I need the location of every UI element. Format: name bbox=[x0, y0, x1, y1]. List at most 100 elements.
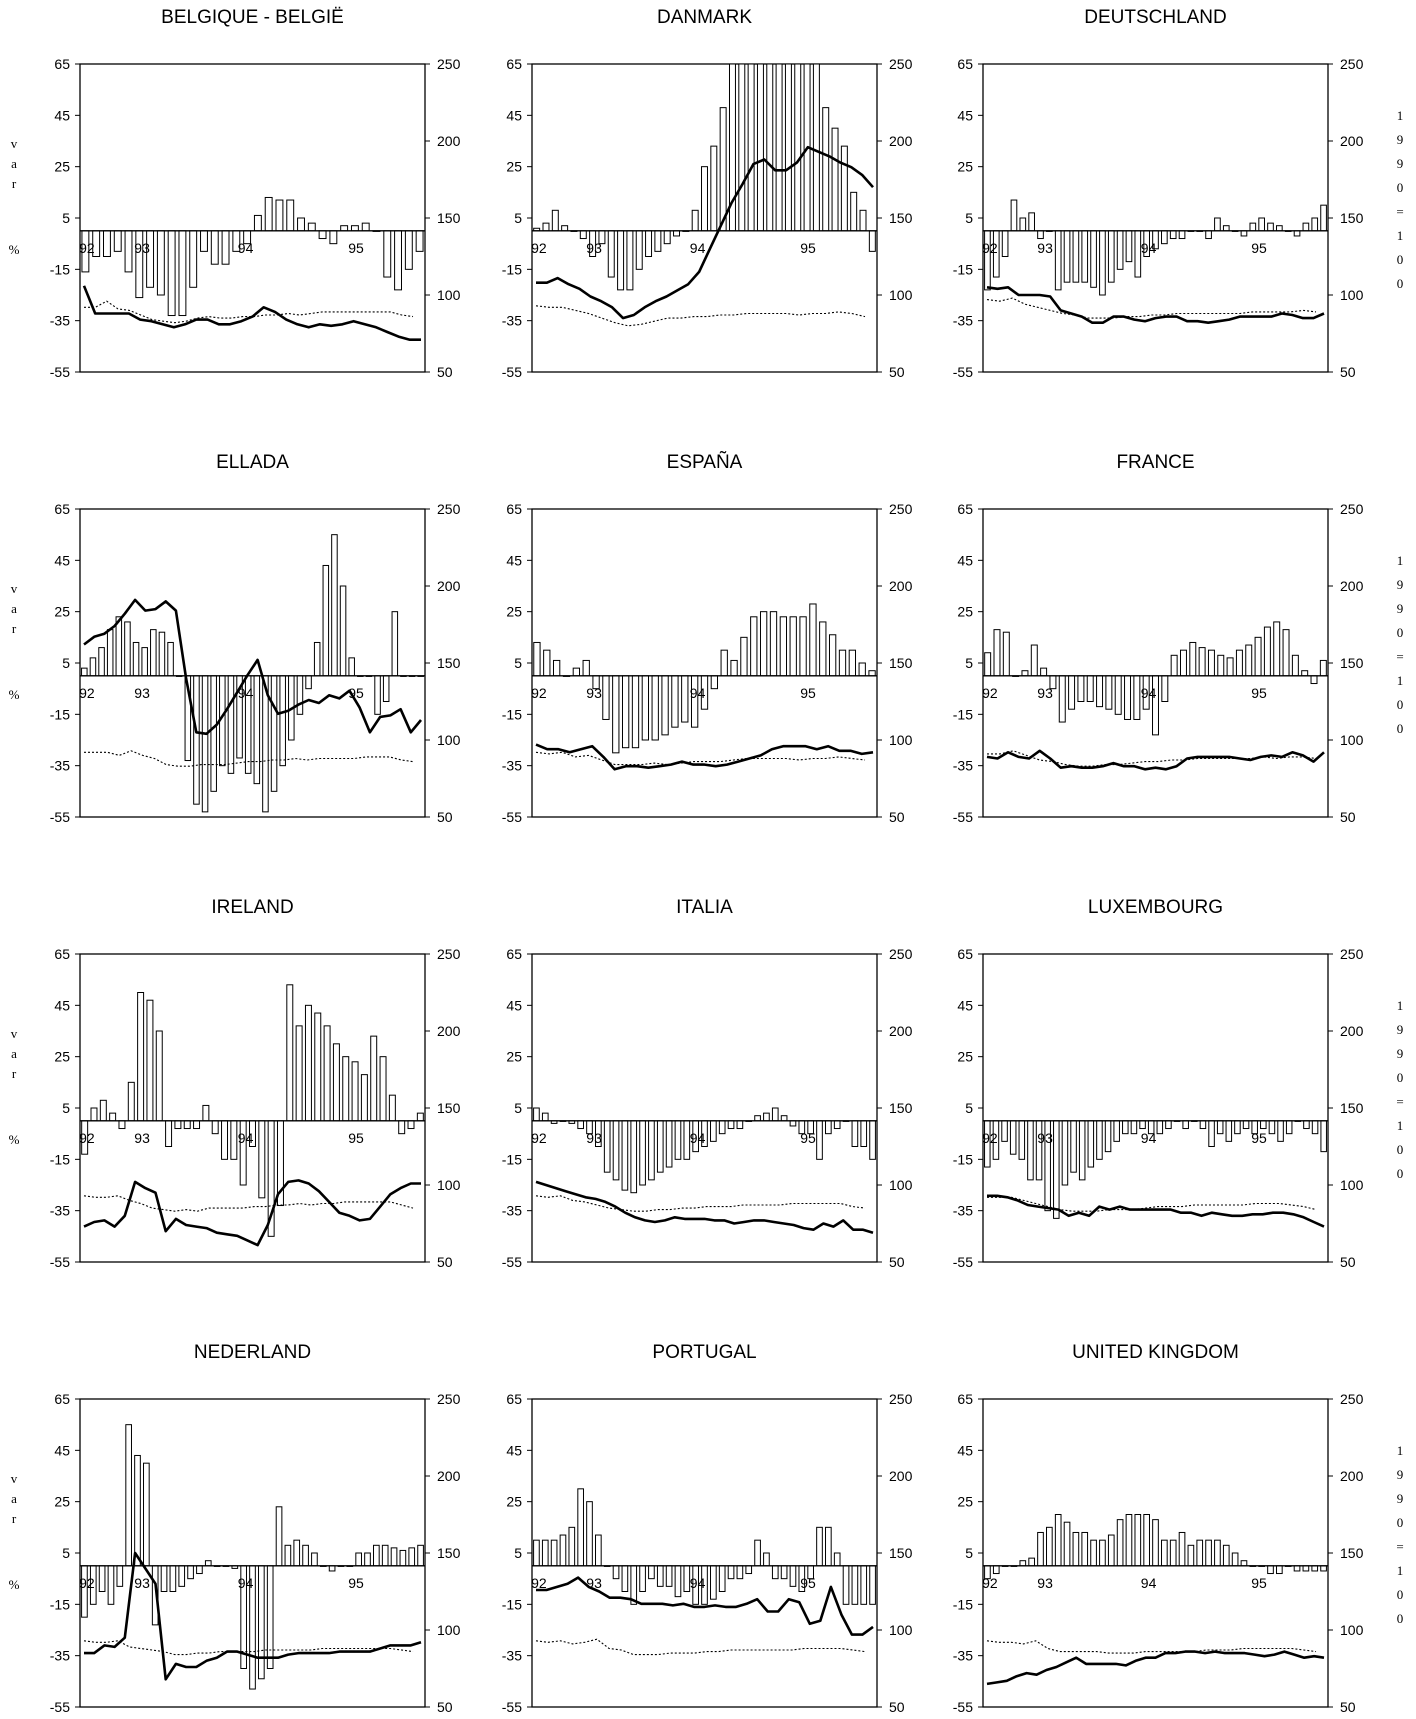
change-bar bbox=[665, 1565, 673, 1587]
change-bar bbox=[586, 1501, 593, 1567]
chart-panel: DANMARK 65 45 25 5 -15 -35 -55 250 200 150 100 50 92 9… bbox=[502, 7, 913, 380]
change-bar bbox=[1285, 1120, 1293, 1135]
change-bar bbox=[1311, 1565, 1319, 1572]
change-bar bbox=[1068, 675, 1076, 710]
change-bar bbox=[258, 1120, 266, 1199]
change-bar bbox=[542, 222, 550, 232]
year-label: 92 bbox=[79, 1575, 95, 1591]
left-tick-label: 5 bbox=[514, 1545, 522, 1561]
right-tick-label: 150 bbox=[889, 655, 913, 671]
left-tick-label: -15 bbox=[50, 1596, 70, 1612]
change-bar bbox=[859, 209, 867, 232]
change-bar bbox=[779, 616, 788, 677]
change-bar bbox=[227, 675, 235, 774]
left-tick-label: 25 bbox=[506, 604, 522, 620]
change-bar bbox=[167, 641, 174, 677]
change-bar bbox=[178, 230, 187, 317]
chart-title: ITALIA bbox=[676, 897, 733, 918]
right-tick-label: 200 bbox=[437, 1468, 461, 1484]
change-bar bbox=[825, 1120, 832, 1135]
plot-frame bbox=[79, 508, 426, 818]
chart-panel: ITALIA 65 45 25 5 -15 -35 -55 250 200 150 100 50 92 93… bbox=[502, 897, 913, 1270]
year-label: 92 bbox=[79, 685, 95, 701]
change-bar bbox=[305, 675, 312, 690]
change-bar bbox=[297, 217, 305, 232]
change-bar bbox=[851, 1565, 859, 1605]
chart-title: ELLADA bbox=[216, 452, 289, 473]
change-bar bbox=[1086, 675, 1094, 702]
change-bar bbox=[167, 230, 176, 317]
change-bar bbox=[1249, 222, 1257, 232]
right-tick-label: 150 bbox=[889, 1545, 913, 1561]
change-bar bbox=[89, 657, 97, 677]
left-tick-label: 65 bbox=[54, 946, 70, 962]
left-axis-label-char: % bbox=[9, 242, 20, 257]
change-bar bbox=[304, 1004, 312, 1122]
year-label: 95 bbox=[1251, 1130, 1267, 1146]
right-tick-label: 200 bbox=[1340, 133, 1364, 149]
change-bar bbox=[1169, 230, 1177, 240]
chart-title: DEUTSCHLAND bbox=[1084, 7, 1227, 28]
right-axis-label-char: 1 bbox=[1397, 108, 1404, 123]
right-axis-label-char: 9 bbox=[1397, 132, 1404, 147]
change-bar bbox=[1214, 1539, 1221, 1567]
right-tick-label: 150 bbox=[437, 1100, 461, 1116]
change-bar bbox=[595, 1534, 602, 1567]
change-bar bbox=[407, 1120, 415, 1130]
change-bar bbox=[258, 1565, 265, 1680]
right-tick-label: 150 bbox=[1340, 1100, 1364, 1116]
left-tick-label: 45 bbox=[957, 997, 973, 1013]
year-label: 94 bbox=[238, 1130, 254, 1146]
left-tick-label: 65 bbox=[957, 946, 973, 962]
change-bar bbox=[533, 1107, 540, 1122]
right-tick-label: 200 bbox=[1340, 578, 1364, 594]
year-label: 94 bbox=[690, 1575, 706, 1591]
left-tick-label: -15 bbox=[502, 261, 522, 277]
change-bar bbox=[1258, 217, 1265, 232]
change-bar bbox=[533, 1539, 540, 1567]
change-bar bbox=[603, 1120, 611, 1173]
left-tick-label: 45 bbox=[54, 107, 70, 123]
change-bar bbox=[784, 63, 792, 232]
change-bar bbox=[187, 1565, 194, 1580]
change-bar bbox=[825, 1526, 832, 1567]
left-tick-label: 5 bbox=[514, 210, 522, 226]
change-bar bbox=[394, 230, 402, 291]
change-bar bbox=[568, 1526, 576, 1567]
right-axis-label-char: 1 bbox=[1397, 228, 1404, 243]
change-bar bbox=[1010, 199, 1018, 232]
change-bar bbox=[1040, 667, 1048, 677]
change-bar bbox=[1028, 212, 1035, 232]
change-bar bbox=[771, 1107, 779, 1122]
left-tick-label: 65 bbox=[957, 1391, 973, 1407]
chart-panel: UNITED KINGDOM6545255-15-35-552502001501… bbox=[953, 1342, 1404, 1715]
change-bar bbox=[150, 629, 157, 677]
right-axis-label-char: 9 bbox=[1397, 577, 1404, 592]
change-bar bbox=[370, 1035, 378, 1122]
year-label: 95 bbox=[1251, 1575, 1267, 1591]
change-bar bbox=[656, 1565, 664, 1587]
left-tick-label: 5 bbox=[62, 1545, 70, 1561]
change-bar bbox=[381, 1544, 389, 1567]
change-bar bbox=[612, 1120, 620, 1181]
change-bar bbox=[116, 1565, 124, 1587]
change-bar bbox=[160, 1565, 168, 1593]
change-bar bbox=[1189, 641, 1197, 677]
year-label: 93 bbox=[134, 240, 150, 256]
right-tick-label: 250 bbox=[437, 1391, 461, 1407]
right-axis-label-char: 1 bbox=[1397, 1443, 1404, 1458]
right-axis-label-char: 0 bbox=[1397, 1611, 1404, 1626]
change-bar bbox=[736, 1120, 744, 1130]
year-label: 93 bbox=[134, 685, 150, 701]
change-bar bbox=[617, 230, 625, 291]
left-tick-label: 65 bbox=[506, 56, 522, 72]
chart-title: ESPAÑA bbox=[667, 451, 743, 473]
right-axis-label-char: 0 bbox=[1397, 1515, 1404, 1530]
change-bar bbox=[541, 1539, 549, 1567]
change-bar bbox=[674, 1565, 682, 1598]
change-bar bbox=[1263, 626, 1271, 677]
year-label: 94 bbox=[238, 1575, 254, 1591]
eu-index-dotted-line bbox=[535, 1195, 866, 1212]
change-bar bbox=[355, 1552, 362, 1567]
left-tick-label: -35 bbox=[502, 758, 522, 774]
